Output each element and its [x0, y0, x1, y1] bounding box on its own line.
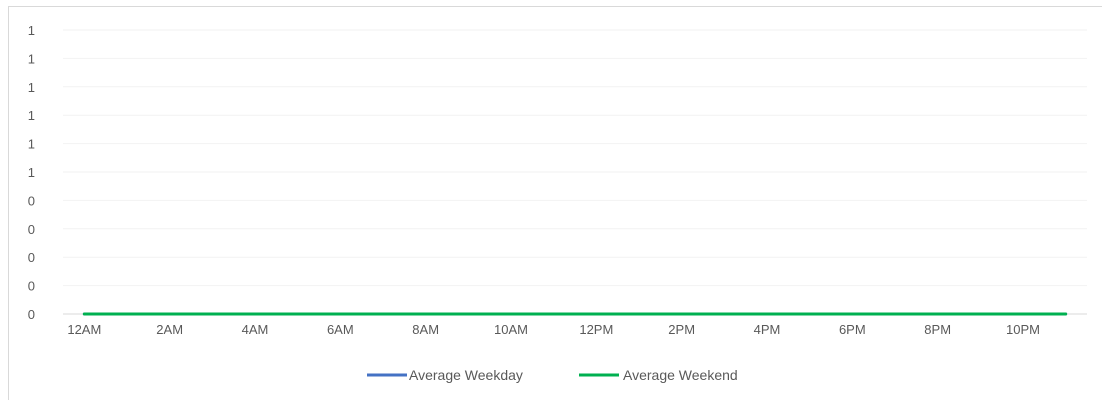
x-tick-label: 8PM: [924, 322, 951, 337]
y-axis: 0 0 0 0 0 1 1 1 1 1 1: [28, 23, 35, 322]
x-tick-label: 2PM: [668, 322, 695, 337]
y-tick-label: 1: [28, 23, 35, 38]
legend-label: Average Weekday: [409, 367, 523, 383]
line-chart: 0 0 0 0 0 1 1 1 1 1 1 12AM 2AM 4AM 6AM 8AM 10AM 12PM 2PM 4…: [9, 7, 1102, 401]
x-tick-label: 6PM: [839, 322, 866, 337]
y-tick-label: 1: [28, 137, 35, 152]
y-tick-label: 0: [28, 222, 35, 237]
x-tick-label: 10PM: [1006, 322, 1040, 337]
y-tick-label: 1: [28, 80, 35, 95]
x-tick-label: 6AM: [327, 322, 354, 337]
x-tick-label: 4AM: [242, 322, 269, 337]
x-tick-label: 12PM: [579, 322, 613, 337]
gridlines: [63, 30, 1087, 286]
x-tick-label: 12AM: [67, 322, 101, 337]
x-tick-label: 4PM: [754, 322, 781, 337]
legend: Average Weekday Average Weekend: [367, 367, 738, 383]
y-tick-label: 0: [28, 193, 35, 208]
chart-area: 0 0 0 0 0 1 1 1 1 1 1 12AM 2AM 4AM 6AM 8AM 10AM 12PM 2PM 4…: [8, 6, 1102, 400]
y-tick-label: 0: [28, 250, 35, 265]
x-tick-label: 10AM: [494, 322, 528, 337]
y-tick-label: 1: [28, 108, 35, 123]
y-tick-label: 0: [28, 279, 35, 294]
legend-label: Average Weekend: [623, 367, 738, 383]
y-tick-label: 1: [28, 51, 35, 66]
x-axis: 12AM 2AM 4AM 6AM 8AM 10AM 12PM 2PM 4PM 6PM 8PM 10PM: [63, 314, 1087, 337]
x-tick-label: 2AM: [156, 322, 183, 337]
y-tick-label: 1: [28, 165, 35, 180]
x-tick-label: 8AM: [412, 322, 439, 337]
y-tick-label: 0: [28, 307, 35, 322]
